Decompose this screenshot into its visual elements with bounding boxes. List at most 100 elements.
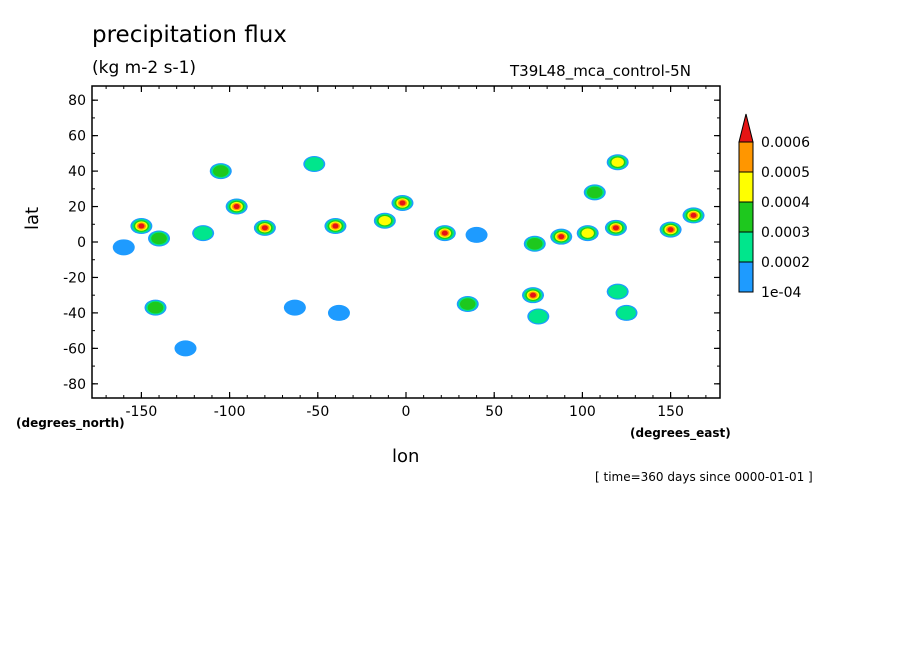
x-axis-units: (degrees_east) <box>630 426 731 440</box>
y-tick-label-2: 40 <box>68 164 86 180</box>
colorbar-segment-4 <box>738 171 754 203</box>
blob-1-level-3 <box>151 232 167 245</box>
blob-0-level-6 <box>138 223 145 229</box>
y-axis-units: (degrees_north) <box>16 416 125 430</box>
blob-11-level-6 <box>441 230 448 236</box>
blob-2-level-1 <box>112 239 135 256</box>
colorbar-label-3: 0.0004 <box>761 195 810 211</box>
y-tick-label-6: -40 <box>63 306 86 322</box>
x-tick-label-5: 100 <box>569 404 596 420</box>
blob-9-level-6 <box>399 200 406 206</box>
colorbar-segment-3 <box>738 201 754 233</box>
precip-blob-15 <box>576 225 599 242</box>
colorbar-label-4: 0.0005 <box>761 165 810 181</box>
colorbar-segment-5 <box>738 141 754 173</box>
x-tick-label-4: 50 <box>485 404 503 420</box>
precip-blob-9 <box>391 195 414 211</box>
blob-7-level-2 <box>304 157 324 171</box>
blob-15-level-4 <box>581 228 594 238</box>
blob-16-level-6 <box>612 225 619 231</box>
y-tick-label-1: 60 <box>68 129 86 145</box>
precip-blob-16 <box>604 219 627 236</box>
blob-24-level-2 <box>528 309 548 324</box>
precip-blob-7 <box>303 156 326 172</box>
y-tick-label-7: -60 <box>63 341 86 357</box>
blob-26-level-1 <box>283 299 306 316</box>
blob-19-level-4 <box>611 157 624 167</box>
precip-blob-8 <box>324 218 347 235</box>
blob-22-level-3 <box>459 298 476 310</box>
blob-28-level-2 <box>608 284 628 299</box>
precip-blob-12 <box>465 226 488 243</box>
x-axis-ticks: -150 -100 -50 0 50 100 150 <box>105 86 707 420</box>
colorbar: 1e-04 0.0002 0.0003 0.0004 0.0005 0.0006 <box>738 113 810 301</box>
precip-blob-13 <box>523 235 546 252</box>
precip-blob-18 <box>682 207 705 224</box>
colorbar-segment-2 <box>738 231 754 263</box>
precip-blob-19 <box>606 154 629 171</box>
x-tick-label-6: 150 <box>657 404 684 420</box>
precip-blob-1 <box>148 230 171 247</box>
contour-fill-layer <box>112 154 705 357</box>
blob-14-level-6 <box>558 234 565 240</box>
chart-title: precipitation flux <box>92 22 287 48</box>
precip-blob-20 <box>583 184 606 201</box>
blob-5-level-6 <box>261 225 268 231</box>
precip-blob-6 <box>209 163 232 180</box>
x-tick-label-1: -100 <box>214 404 246 420</box>
y-axis-label: lat <box>22 206 43 230</box>
y-axis-ticks: 80 60 40 20 0 -20 -40 -60 -80 <box>63 93 720 393</box>
precip-blob-28 <box>606 283 629 300</box>
colorbar-label-2: 0.0003 <box>761 225 810 241</box>
colorbar-segment-1 <box>738 261 754 293</box>
blob-17-level-6 <box>667 227 674 233</box>
blob-12-level-1 <box>465 226 488 243</box>
blob-6-level-3 <box>212 165 229 177</box>
precip-blob-24 <box>527 308 550 325</box>
colorbar-label-1: 0.0002 <box>761 255 810 271</box>
precip-blob-29 <box>174 340 197 357</box>
x-tick-label-0: -150 <box>126 404 158 420</box>
x-tick-label-2: -50 <box>306 404 329 420</box>
precip-blob-4 <box>225 198 248 215</box>
time-label: [ time=360 days since 0000-01-01 ] <box>595 470 813 484</box>
x-axis-label: lon <box>392 446 420 467</box>
blob-13-level-3 <box>526 237 543 250</box>
precip-blob-27 <box>327 304 350 321</box>
colorbar-arrow <box>738 113 754 143</box>
precip-blob-17 <box>659 221 682 238</box>
precip-blob-23 <box>522 287 545 304</box>
colorbar-label-0: 1e-04 <box>761 285 801 301</box>
blob-18-level-6 <box>690 212 697 218</box>
blob-23-level-6 <box>530 292 537 298</box>
blob-20-level-3 <box>586 186 603 199</box>
blob-21-level-3 <box>147 301 164 314</box>
precip-blob-25 <box>615 304 638 321</box>
precip-blob-11 <box>433 225 456 242</box>
y-tick-label-5: -20 <box>63 270 86 286</box>
precip-blob-26 <box>283 299 306 316</box>
y-tick-label-8: -80 <box>63 377 86 393</box>
run-label: T39L48_mca_control-5N <box>510 62 691 80</box>
precip-blob-22 <box>456 296 479 313</box>
blob-3-level-2 <box>193 226 213 241</box>
precip-blob-14 <box>550 228 573 245</box>
blob-29-level-1 <box>174 340 197 357</box>
colorbar-label-5: 0.0006 <box>761 135 810 151</box>
precip-blob-10 <box>373 212 396 229</box>
precip-blob-2 <box>112 239 135 256</box>
precip-blob-0 <box>130 218 153 235</box>
precip-blob-21 <box>144 299 167 316</box>
blob-4-level-6 <box>233 204 240 210</box>
precip-blob-3 <box>192 225 215 242</box>
x-tick-label-3: 0 <box>402 404 411 420</box>
y-tick-label-4: 0 <box>77 235 86 251</box>
blob-8-level-6 <box>332 223 339 229</box>
y-tick-label-3: 20 <box>68 200 86 216</box>
precip-blob-5 <box>253 219 276 236</box>
chart-units: (kg m-2 s-1) <box>92 58 197 78</box>
blob-25-level-2 <box>617 306 636 320</box>
blob-10-level-4 <box>378 216 392 226</box>
y-tick-label-0: 80 <box>68 93 86 109</box>
